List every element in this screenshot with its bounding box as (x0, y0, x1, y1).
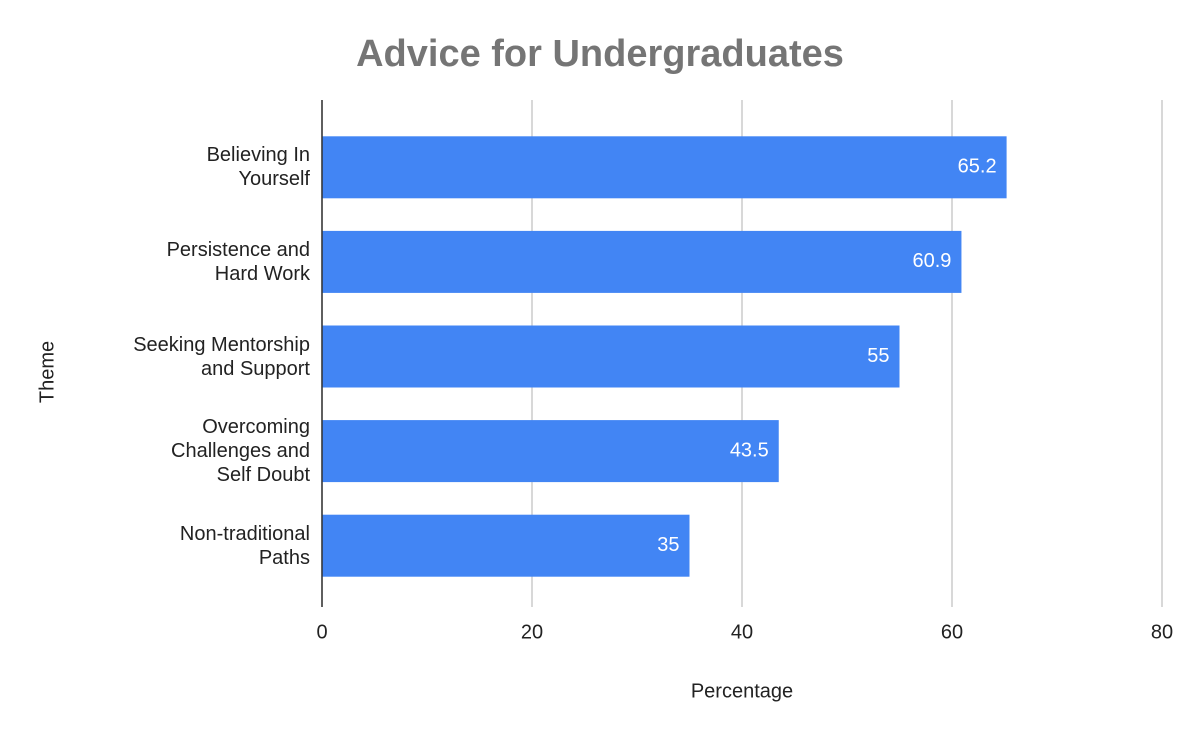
bar (322, 325, 900, 388)
data-label: 65.2 (958, 156, 997, 178)
bar (322, 230, 962, 293)
bar (322, 514, 690, 577)
y-tick-label: Seeking Mentorship and Support (133, 333, 310, 380)
data-label: 60.9 (913, 250, 952, 272)
y-tick-label: Believing In Yourself (206, 144, 310, 191)
chart-title: Advice for Undergraduates (356, 33, 844, 75)
y-tick-label: Non-traditional Paths (179, 522, 310, 569)
bar (322, 136, 1007, 199)
y-tick-label: Overcoming Challenges and Self Doubt (171, 416, 310, 487)
data-label: 55 (867, 345, 889, 367)
x-tick-label: 80 (1151, 621, 1173, 643)
bar (322, 420, 779, 483)
x-tick-label: 20 (521, 621, 543, 643)
x-tick-label: 0 (316, 621, 327, 643)
x-axis-title: Percentage (691, 680, 793, 702)
x-tick-label: 60 (941, 621, 963, 643)
y-axis-title: Theme (36, 341, 58, 403)
data-label: 35 (657, 534, 679, 556)
data-label: 43.5 (730, 439, 769, 461)
x-tick-label: 40 (731, 621, 753, 643)
y-tick-label: Persistence and Hard Work (166, 238, 310, 285)
